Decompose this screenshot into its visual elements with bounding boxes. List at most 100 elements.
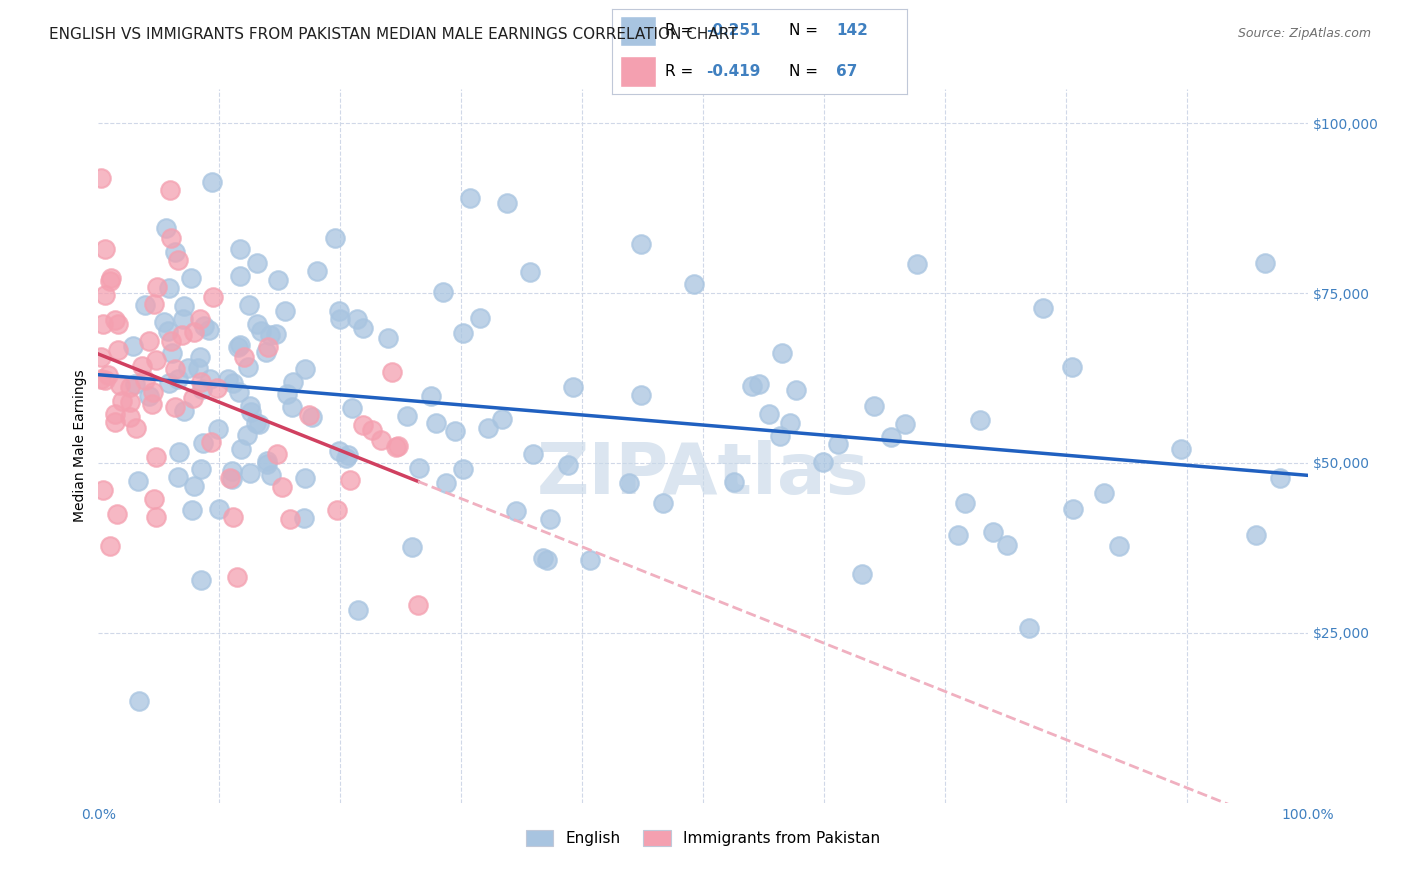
Point [138,334,160,348]
Point [97,368,120,383]
Point [100,271,122,285]
Point [173,404,195,418]
Point [283,376,305,390]
Point [748,377,770,392]
Point [222,376,245,390]
Point [91,483,114,497]
Point [851,567,873,582]
Point [107,317,129,331]
Point [325,231,347,245]
Point [432,285,454,299]
Point [235,427,257,442]
Point [827,437,849,451]
Point [352,417,374,432]
Point [141,397,163,411]
Point [239,399,262,413]
Point [191,382,214,396]
Point [127,475,149,489]
Point [811,455,834,469]
Point [769,429,792,443]
Point [90,350,112,364]
Text: -0.251: -0.251 [706,23,761,38]
Point [238,298,260,312]
Point [222,510,245,524]
Point [301,409,323,424]
Point [183,479,205,493]
Point [995,538,1018,552]
Point [451,326,474,341]
Point [395,409,418,423]
Point [177,361,200,376]
Y-axis label: Median Male Earnings: Median Male Earnings [73,369,87,523]
Point [167,445,190,459]
Point [453,462,475,476]
Point [98,274,121,288]
Point [180,271,202,285]
Point [297,408,319,422]
Point [167,371,190,385]
Point [1018,621,1040,635]
Point [104,407,127,421]
Point [281,400,304,414]
Point [276,387,298,401]
Point [361,423,384,437]
Point [1108,539,1130,553]
Point [91,318,114,332]
Point [229,242,252,256]
Point [1170,442,1192,456]
Point [955,496,977,510]
Point [328,303,350,318]
Point [187,360,209,375]
Point [246,256,269,270]
Point [125,420,148,434]
Point [104,313,127,327]
Point [425,416,447,430]
Point [142,384,165,399]
Point [229,442,252,456]
Point [143,492,166,507]
Point [346,312,368,326]
Point [131,359,153,374]
Point [536,553,558,567]
Point [723,475,745,489]
Point [94,372,117,386]
Point [352,320,374,334]
Point [948,528,970,542]
Point [1062,360,1084,375]
Text: 142: 142 [837,23,868,38]
Point [785,383,807,397]
Point [170,327,193,342]
Point [228,384,250,399]
Point [207,421,229,435]
Point [519,265,541,279]
Point [246,317,269,331]
Point [90,372,112,386]
Point [94,287,117,301]
Point [155,221,177,235]
Point [741,378,763,392]
Point [257,340,280,354]
Point [190,573,212,587]
Point [522,447,544,461]
Point [491,412,513,426]
Point [443,424,465,438]
Point [153,315,176,329]
Point [495,196,517,211]
Text: N =: N = [789,23,823,38]
Point [190,311,212,326]
Point [266,447,288,461]
Point [370,433,392,447]
Point [1032,301,1054,316]
Point [408,460,430,475]
Point [267,273,290,287]
Point [145,450,167,465]
Point [200,434,222,449]
Point [201,289,224,303]
Point [981,524,1004,539]
Point [122,339,145,353]
Point [181,503,204,517]
Point [335,451,357,466]
Point [157,324,180,338]
Point [630,388,652,402]
Point [880,430,903,444]
